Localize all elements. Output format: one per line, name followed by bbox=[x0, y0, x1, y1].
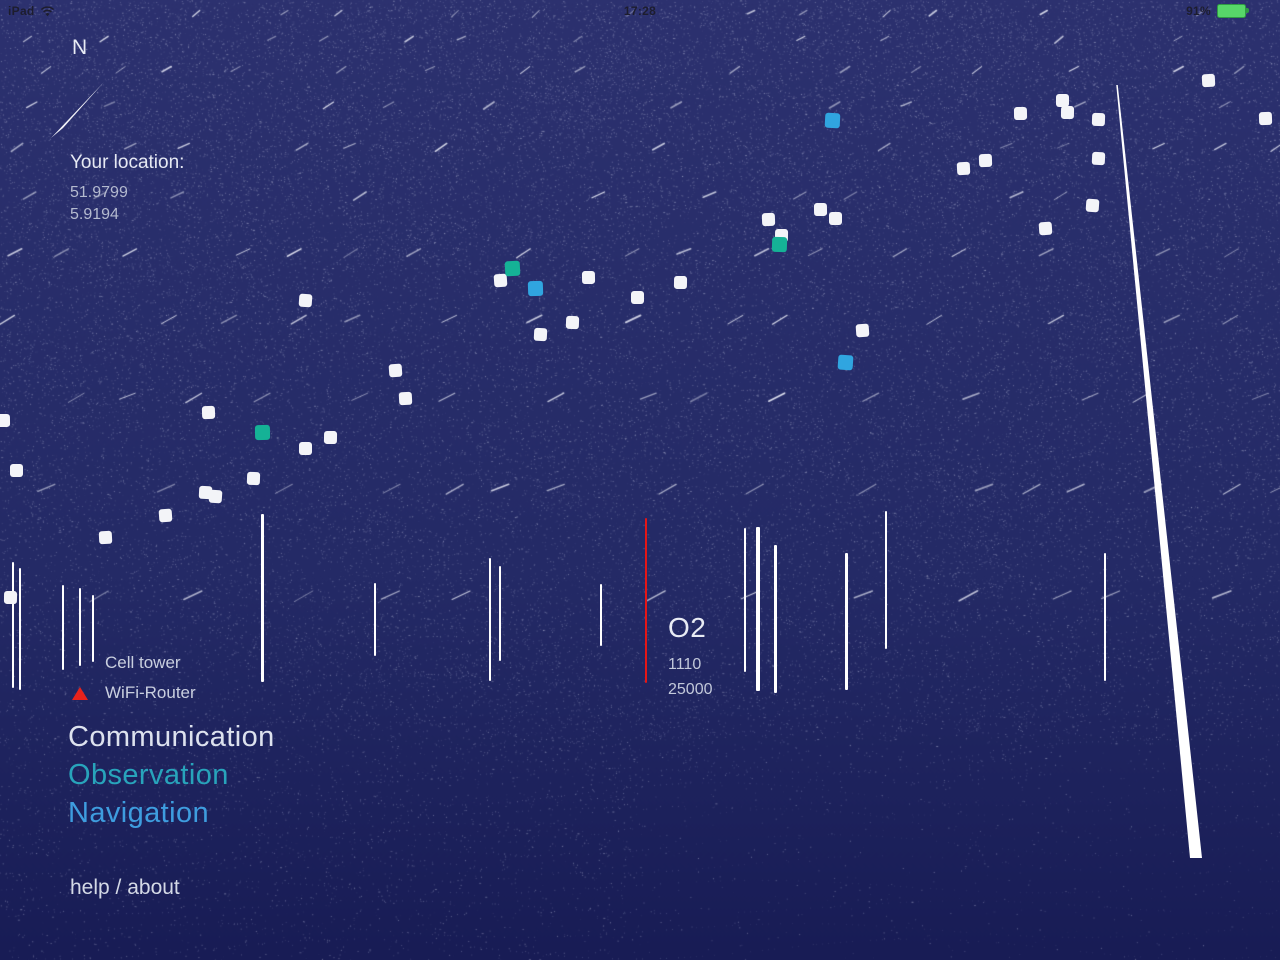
battery-percent: 91% bbox=[1186, 4, 1211, 18]
cell-tower[interactable] bbox=[12, 562, 14, 688]
cell-tower[interactable] bbox=[743, 528, 747, 672]
legend-cell-tower-row: Cell tower bbox=[70, 648, 196, 678]
red-triangle-icon bbox=[72, 686, 88, 700]
location-latitude: 51.9799 bbox=[70, 184, 128, 201]
satellite-cube-white[interactable] bbox=[298, 441, 312, 455]
cell-tower[interactable] bbox=[79, 588, 81, 666]
cell-tower[interactable] bbox=[1103, 553, 1107, 681]
device-name: iPad bbox=[8, 4, 35, 18]
selected-cell-tower[interactable] bbox=[644, 518, 648, 683]
wifi-icon bbox=[40, 5, 54, 16]
satellite-cube-white[interactable] bbox=[630, 290, 644, 304]
menu-item-observation[interactable]: Observation bbox=[68, 759, 229, 791]
cell-tower[interactable] bbox=[885, 511, 887, 649]
clock: 17:28 bbox=[623, 4, 657, 18]
satellite-cube-white[interactable] bbox=[9, 463, 23, 477]
location-title: Your location: bbox=[70, 152, 185, 173]
cell-tower[interactable] bbox=[374, 583, 376, 656]
satellite-cube-white[interactable] bbox=[828, 211, 842, 225]
menu-item-navigation[interactable]: Navigation bbox=[68, 797, 210, 829]
battery-icon bbox=[1217, 4, 1249, 18]
compass[interactable]: N bbox=[50, 36, 140, 146]
location-readout: Your location: 51.9799 5.9194 bbox=[70, 152, 184, 226]
legend: Cell tower WiFi-Router bbox=[70, 648, 196, 708]
cell-tower[interactable] bbox=[260, 514, 264, 682]
cell-tower[interactable] bbox=[92, 595, 94, 662]
selected-tower-operator: O2 bbox=[668, 612, 707, 643]
legend-wifi-router-row: WiFi-Router bbox=[70, 678, 196, 708]
satellite-cube-white[interactable] bbox=[1055, 93, 1069, 107]
selected-tower-value2: 25000 bbox=[668, 681, 713, 698]
cell-tower[interactable] bbox=[600, 584, 602, 646]
cell-tower[interactable] bbox=[756, 527, 760, 691]
compass-north-label: N bbox=[72, 36, 88, 59]
cell-tower[interactable] bbox=[18, 568, 22, 690]
compass-needle-icon bbox=[51, 82, 104, 138]
cell-tower[interactable] bbox=[499, 566, 501, 661]
selected-tower-value1: 1110 bbox=[668, 656, 702, 673]
cell-tower[interactable] bbox=[844, 553, 848, 690]
status-bar: iPad 17:28 91% bbox=[0, 0, 1280, 22]
cell-tower[interactable] bbox=[62, 585, 64, 670]
help-about-link[interactable]: help / about bbox=[70, 876, 180, 899]
mode-menu: Communication Observation Navigation bbox=[68, 718, 275, 832]
wifi-router-marker-icon bbox=[70, 686, 105, 700]
cell-tower[interactable] bbox=[489, 558, 491, 681]
status-left: iPad bbox=[8, 4, 55, 18]
status-right: 91% bbox=[1186, 4, 1249, 18]
selected-tower-info: O2 1110 25000 bbox=[668, 612, 713, 701]
menu-item-communication[interactable]: Communication bbox=[68, 721, 275, 753]
location-longitude: 5.9194 bbox=[70, 206, 119, 223]
legend-wifi-router-label: WiFi-Router bbox=[105, 683, 196, 702]
legend-cell-tower-label: Cell tower bbox=[105, 653, 181, 672]
cell-tower[interactable] bbox=[773, 545, 777, 693]
